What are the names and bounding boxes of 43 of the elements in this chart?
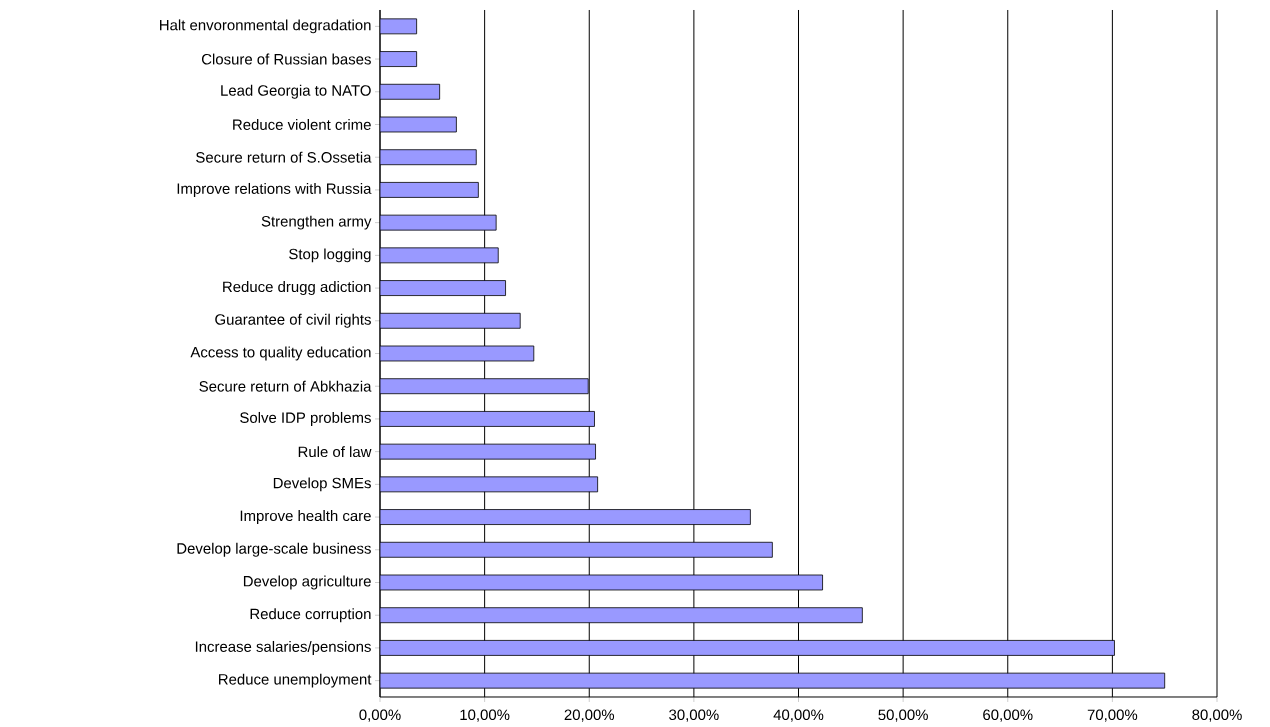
- bar: [380, 247, 499, 264]
- x-tick-label: 70,00%: [1087, 709, 1138, 722]
- bar: [380, 83, 441, 100]
- bar: [380, 640, 1115, 656]
- y-tick-label: Develop agriculture: [243, 575, 371, 590]
- y-tick-label: Develop SMEs: [273, 477, 371, 492]
- bar: [380, 149, 477, 166]
- y-tick-label: Solve IDP problems: [240, 411, 371, 426]
- y-tick-label: Rule of law: [298, 446, 372, 458]
- y-tick-label: Closure of Russian bases: [201, 53, 371, 65]
- y-tick-label: Reduce drugg adiction: [223, 281, 371, 296]
- bar: [380, 607, 863, 624]
- y-tick-label: Strengthen army: [261, 215, 372, 230]
- y-tick-label: Halt envoronmental degradation: [160, 19, 371, 34]
- bar: [380, 312, 521, 329]
- y-tick-label: Reduce corruption: [250, 608, 371, 623]
- x-tick-label: 80,00%: [1192, 709, 1242, 722]
- bar: [380, 411, 595, 427]
- bar: [380, 476, 599, 493]
- x-tick-label: 40,00%: [773, 709, 824, 722]
- bar: [380, 280, 506, 296]
- y-tick-label: Reduce violent crime: [233, 119, 371, 130]
- y-tick-label: Reduce unemployment: [219, 673, 372, 688]
- y-tick-label: Stop logging: [289, 248, 371, 263]
- y-tick-label: Access to quality education: [190, 346, 371, 361]
- bar: [380, 378, 589, 395]
- y-tick-label: Improve health care: [240, 510, 371, 525]
- bar: [380, 509, 751, 525]
- x-tick-label: 20,00%: [564, 709, 615, 722]
- x-tick-label: 60,00%: [983, 709, 1033, 722]
- bar: [380, 541, 773, 558]
- x-tick-label: 10,00%: [460, 709, 510, 722]
- y-tick-label: Improve relations with Russia: [177, 182, 372, 197]
- y-tick-label: Secure return of S.Ossetia: [196, 151, 372, 163]
- x-tick-label: 0,00%: [359, 709, 401, 722]
- y-tick-label: Lead Georgia to NATO: [221, 84, 371, 99]
- y-tick-label: Secure return of Abkhazia: [199, 380, 372, 392]
- y-tick-label: Develop large-scale business: [177, 542, 371, 557]
- y-tick-label: Increase salaries/pensions: [195, 640, 371, 655]
- bar: [380, 182, 479, 198]
- x-tick-label: 30,00%: [669, 709, 719, 722]
- y-tick-label: Guarantee of civil rights: [215, 313, 371, 328]
- x-tick-label: 50,00%: [878, 709, 928, 722]
